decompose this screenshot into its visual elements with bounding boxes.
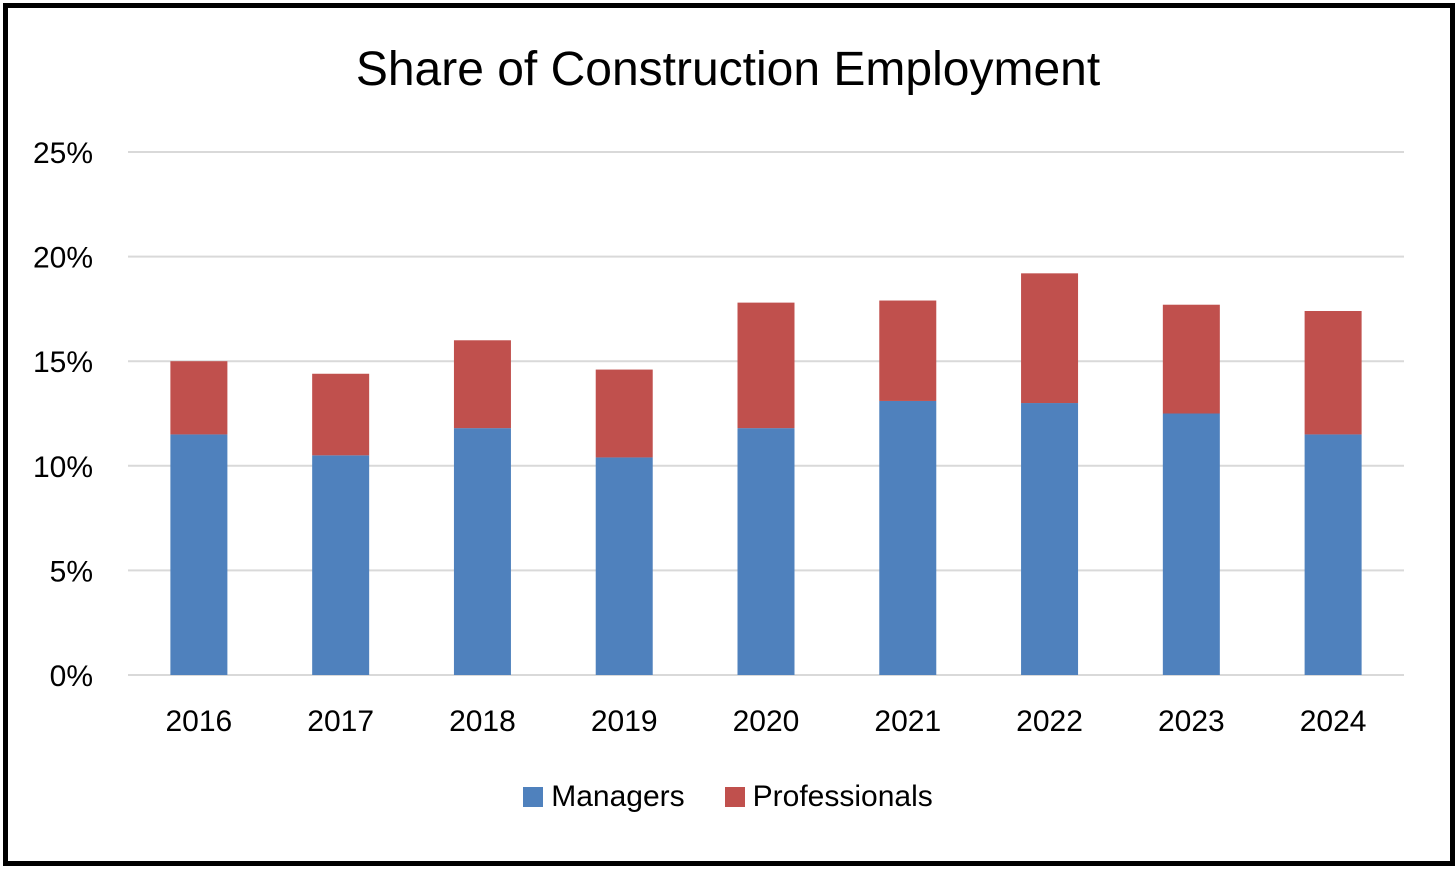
legend-swatch-managers <box>523 787 544 807</box>
bar-professionals-2024 <box>1304 310 1362 435</box>
x-tick-label: 2017 <box>307 705 374 738</box>
bar-professionals-2016 <box>170 361 228 435</box>
y-tick-label: 20% <box>33 242 93 275</box>
bar-managers-2020 <box>737 428 795 675</box>
legend-label-professionals: Professionals <box>752 780 933 813</box>
legend-item-managers: Managers <box>523 780 685 814</box>
chart-legend: Managers Professionals <box>0 780 1456 814</box>
legend-item-professionals: Professionals <box>724 780 933 814</box>
bar-professionals-2023 <box>1162 304 1220 414</box>
legend-swatch-professionals <box>724 787 745 807</box>
x-tick-label: 2022 <box>1016 705 1083 738</box>
bar-professionals-2017 <box>312 373 370 456</box>
bar-professionals-2021 <box>879 300 937 401</box>
bar-professionals-2020 <box>737 302 795 429</box>
bar-professionals-2019 <box>595 369 653 458</box>
bar-managers-2017 <box>312 455 370 675</box>
bar-professionals-2022 <box>1021 273 1079 404</box>
x-tick-label: 2019 <box>591 705 658 738</box>
bar-managers-2016 <box>170 434 228 675</box>
legend-label-managers: Managers <box>551 780 685 813</box>
bar-managers-2019 <box>595 457 653 675</box>
bar-managers-2021 <box>879 400 937 675</box>
x-tick-label: 2016 <box>166 705 233 738</box>
y-tick-label: 5% <box>50 555 93 588</box>
x-tick-label: 2021 <box>874 705 941 738</box>
x-tick-label: 2023 <box>1158 705 1225 738</box>
bar-managers-2024 <box>1304 434 1362 675</box>
y-tick-label: 25% <box>33 137 93 170</box>
y-tick-label: 0% <box>50 660 93 693</box>
bar-managers-2022 <box>1021 403 1079 675</box>
x-tick-label: 2024 <box>1300 705 1367 738</box>
chart-title: Share of Construction Employment <box>355 43 1101 96</box>
x-tick-label: 2018 <box>449 705 516 738</box>
bar-managers-2018 <box>453 428 511 675</box>
bar-professionals-2018 <box>453 340 511 429</box>
y-tick-label: 10% <box>33 451 93 484</box>
y-tick-label: 15% <box>33 346 93 379</box>
x-tick-label: 2020 <box>733 705 800 738</box>
bar-managers-2023 <box>1162 413 1220 675</box>
